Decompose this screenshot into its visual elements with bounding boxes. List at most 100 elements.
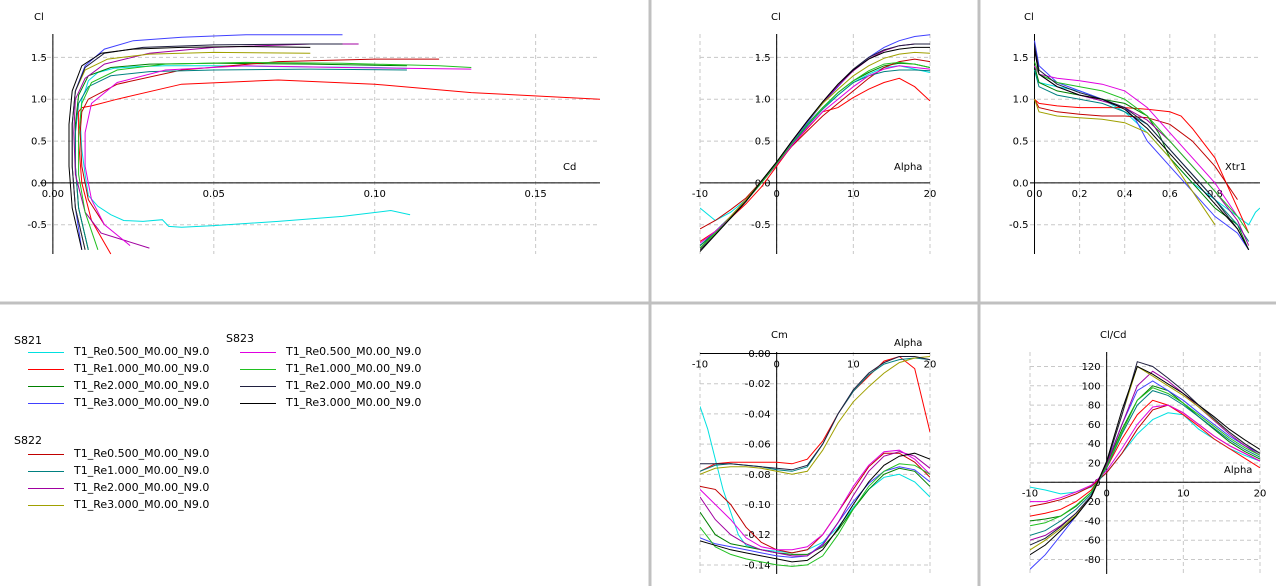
y-tick-label: 0.5: [1013, 137, 1029, 148]
series-line: [1034, 99, 1216, 225]
series-line: [79, 58, 440, 225]
series-line: [700, 356, 930, 471]
series-line: [700, 451, 930, 557]
legend-swatch: [28, 369, 64, 370]
legend-label: T1_Re3.000_M0.00_N9.0: [286, 396, 422, 409]
y-axis-label: Cl: [34, 12, 44, 23]
series-line: [700, 58, 930, 230]
x-tick-label: 0.10: [364, 189, 386, 200]
y-tick-label: 40: [1088, 439, 1101, 450]
x-axis-label: Alpha: [1224, 465, 1252, 476]
series-group: [1030, 361, 1260, 570]
series-line: [700, 449, 930, 551]
series-line: [1030, 361, 1260, 546]
series-line: [700, 43, 930, 251]
y-axis-label: Cl: [771, 12, 781, 23]
series-line: [1030, 399, 1260, 517]
series-line: [71, 43, 343, 250]
series-line: [1034, 69, 1250, 242]
x-tick-label: 10: [847, 360, 860, 371]
series-line: [1034, 61, 1250, 234]
series-line: [700, 452, 930, 554]
series-line: [700, 51, 930, 249]
y-tick-label: 1.5: [31, 53, 47, 64]
y-tick-label: -20: [1084, 497, 1100, 508]
series-line: [1030, 404, 1260, 503]
y-tick-label: 1.0: [755, 95, 771, 106]
y-tick-label: 20: [1088, 459, 1101, 470]
y-tick-label: 0.0: [31, 178, 47, 189]
series-line: [1034, 65, 1250, 251]
legend: S821 T1_Re0.500_M0.00_N9.0 T1_Re1.000_M0…: [0, 306, 648, 586]
legend-swatch: [240, 352, 276, 353]
y-tick-label: 80: [1088, 401, 1101, 412]
legend-swatch: [28, 454, 64, 455]
y-tick-label: -40: [1084, 516, 1100, 527]
x-tick-label: 0.15: [524, 189, 546, 200]
series-line: [1034, 98, 1250, 234]
series-line: [74, 62, 407, 250]
y-axis-label: Cm: [771, 330, 788, 341]
y-tick-label: -0.12: [745, 530, 771, 541]
y-tick-label: 0.0: [755, 178, 771, 189]
x-axis-label: Xtr1: [1225, 162, 1246, 173]
y-tick-label: 1.0: [31, 95, 47, 106]
legend-label: T1_Re0.500_M0.00_N9.0: [74, 345, 210, 358]
legend-swatch: [240, 403, 276, 404]
y-tick-label: -0.10: [745, 500, 771, 511]
legend-entry: T1_Re2.000_M0.00_N9.0: [28, 378, 228, 395]
x-tick-label: 10: [1177, 488, 1190, 499]
legend-swatch: [28, 488, 64, 489]
series-line: [1034, 49, 1250, 246]
legend-entry: T1_Re3.000_M0.00_N9.0: [28, 395, 228, 412]
series-line: [78, 79, 600, 255]
legend-swatch: [28, 386, 64, 387]
y-tick-label: -0.5: [1009, 220, 1029, 231]
y-axis-label: Cl: [1024, 12, 1034, 23]
legend-swatch: [28, 352, 64, 353]
y-tick-label: 0.5: [31, 137, 47, 148]
legend-swatch: [240, 386, 276, 387]
series-line: [1030, 385, 1260, 522]
series-line: [1030, 370, 1260, 541]
y-tick-label: 1.5: [1013, 53, 1029, 64]
series-line: [1030, 387, 1260, 527]
y-tick-label: 1.5: [755, 53, 771, 64]
x-tick-label: 0.2: [1072, 189, 1088, 200]
series-line: [700, 65, 930, 222]
legend-entry: T1_Re1.000_M0.00_N9.0: [28, 361, 228, 378]
y-tick-label: -0.14: [745, 560, 771, 571]
series-group: [1034, 40, 1260, 251]
legend-label: T1_Re2.000_M0.00_N9.0: [74, 379, 210, 392]
y-tick-label: 60: [1088, 420, 1101, 431]
series-group: [700, 34, 930, 252]
series-line: [1034, 44, 1250, 251]
legend-entry: T1_Re2.000_M0.00_N9.0: [240, 378, 440, 395]
series-line: [1030, 365, 1260, 556]
legend-entry: T1_Re0.500_M0.00_N9.0: [28, 344, 228, 361]
legend-swatch: [28, 505, 64, 506]
y-tick-label: 120: [1082, 362, 1101, 373]
legend-label: T1_Re1.000_M0.00_N9.0: [74, 362, 210, 375]
legend-entry: T1_Re0.500_M0.00_N9.0: [240, 344, 440, 361]
y-tick-label: -0.5: [27, 220, 47, 231]
x-tick-label: 10: [847, 189, 860, 200]
legend-label: T1_Re2.000_M0.00_N9.0: [286, 379, 422, 392]
x-tick-label: 0.4: [1117, 189, 1133, 200]
series-line: [84, 65, 472, 246]
series-line: [1034, 49, 1250, 251]
series-line: [700, 356, 930, 475]
series-line: [700, 61, 930, 249]
series-line: [1030, 390, 1260, 536]
series-line: [700, 355, 930, 472]
legend-group-title: S821: [14, 334, 42, 347]
x-axis-label: Alpha: [894, 338, 922, 349]
series-line: [79, 65, 407, 196]
series-line: [1034, 40, 1250, 251]
x-tick-label: -10: [692, 189, 708, 200]
x-tick-label: 0.8: [1207, 189, 1223, 200]
y-tick-label: -0.02: [745, 379, 771, 390]
